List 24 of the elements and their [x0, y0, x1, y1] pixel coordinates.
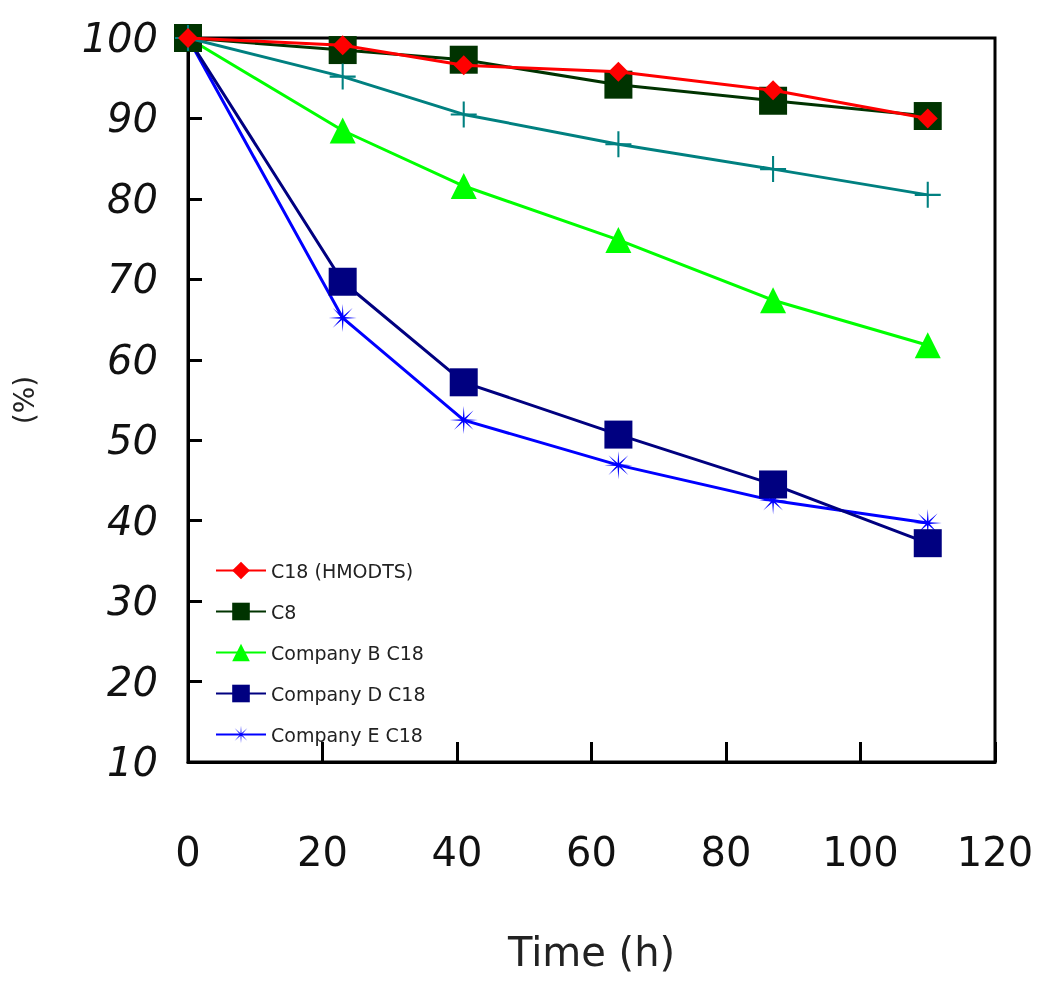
y-tick-label: 20: [107, 658, 158, 705]
y-tick-label: 60: [107, 336, 158, 383]
y-tick-label: 50: [107, 417, 158, 464]
y-tick-label: 80: [107, 175, 158, 222]
legend-label: Company D C18: [271, 682, 426, 705]
x-tick-label: 0: [175, 829, 201, 875]
x-tick-label: 60: [566, 829, 617, 875]
x-tick-label: 80: [700, 829, 752, 875]
y-tick-label: 100: [81, 15, 158, 61]
x-tick-label: 100: [822, 829, 899, 875]
x-tick-label: 40: [431, 829, 483, 875]
x-tick-label: 120: [956, 829, 1034, 875]
legend-label: Company B C18: [271, 641, 424, 664]
y-tick-label: 40: [107, 497, 158, 544]
y-tick-label: 70: [107, 256, 158, 303]
y-tick-label: 90: [107, 95, 158, 142]
legend-label: C8: [271, 600, 297, 623]
legend-label: Company E C18: [271, 723, 423, 746]
y-tick-label: 30: [107, 578, 158, 625]
x-tick-label: 20: [297, 829, 348, 875]
y-tick-label: 10: [107, 739, 158, 785]
y-axis-title: (%): [7, 375, 41, 425]
x-axis-title: Time (h): [506, 929, 676, 975]
legend-label: C18 (HMODTS): [271, 559, 414, 582]
